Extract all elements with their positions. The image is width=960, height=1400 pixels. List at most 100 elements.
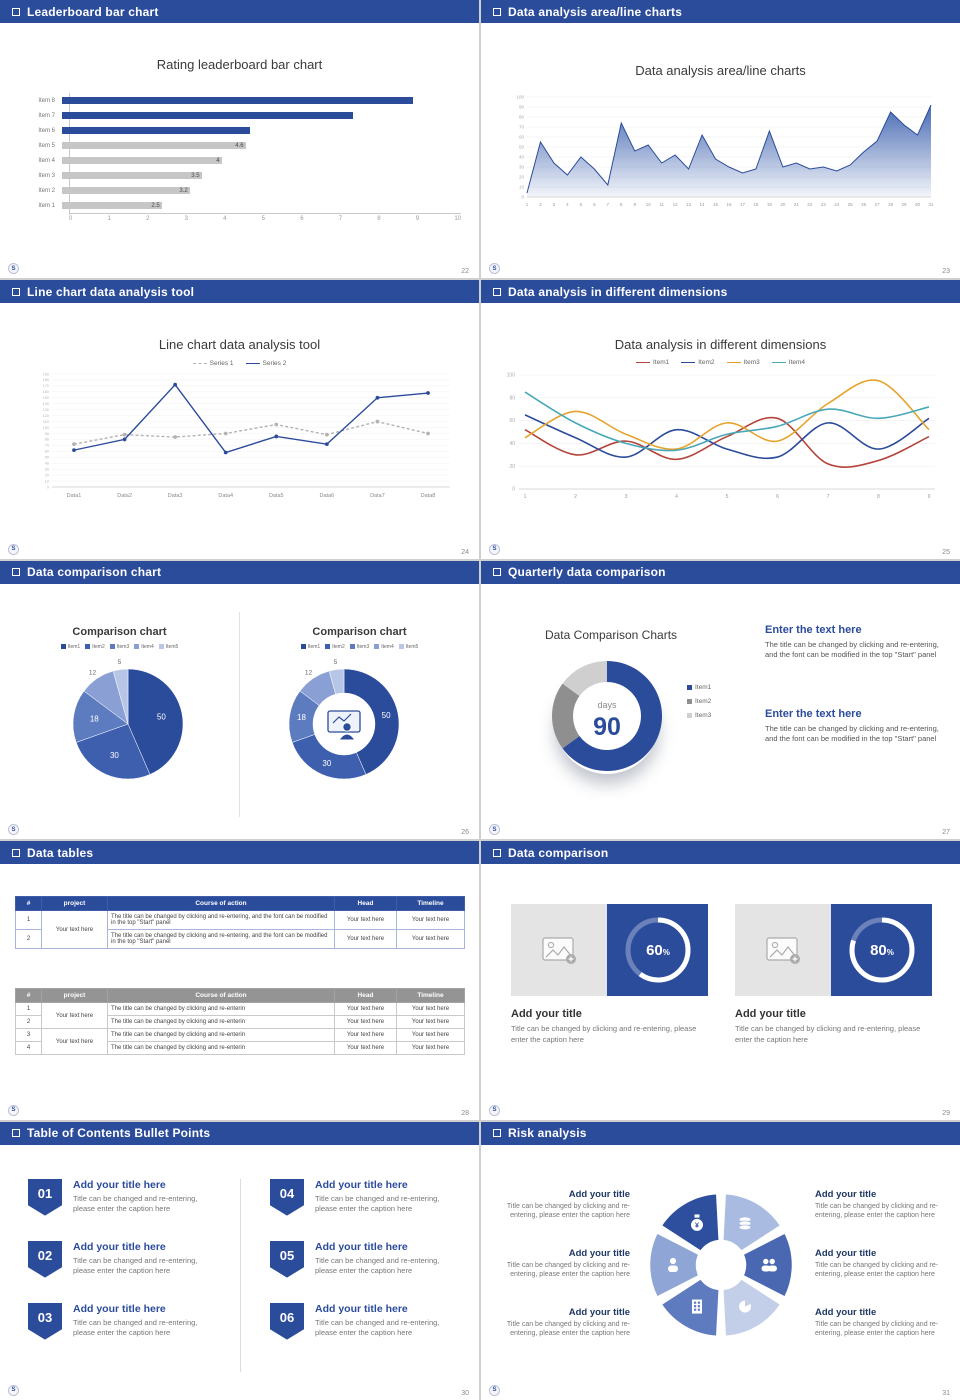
- toc-item: 02 Add your title here Title can be change…: [28, 1240, 233, 1278]
- risk-item-title: Add your title: [815, 1306, 877, 1318]
- slide-content: Comparison chart Comparison chart Item1 I…: [0, 584, 479, 839]
- chart-title: Data Comparison Charts: [544, 627, 678, 642]
- toc-item-title: Add your title here: [315, 1302, 408, 1315]
- toc-item: 01 Add your title here Title can be change…: [28, 1178, 233, 1216]
- header-square-icon: [12, 848, 20, 857]
- logo-badge: S: [8, 263, 19, 275]
- chart-legend: Item1 Item2 Item3 Item4: [481, 359, 960, 366]
- header-square-icon: [12, 7, 20, 16]
- svg-text:18: 18: [753, 202, 759, 207]
- toc-item-caption: Title can be changed and re-entering, pl…: [315, 1255, 440, 1275]
- svg-text:50: 50: [519, 145, 525, 150]
- x-tick-label: 8: [377, 216, 381, 222]
- svg-text:110: 110: [43, 420, 49, 424]
- risk-item-title: Add your title: [568, 1247, 630, 1259]
- multi-line-chart: 0 20 40 60 80 100 1 2 3 4 5 6 7 8 9: [493, 369, 945, 524]
- chart-legend: Series 1 Series 2: [0, 360, 479, 367]
- bar-track: 2.5: [62, 202, 461, 209]
- svg-text:0: 0: [47, 486, 49, 490]
- slide-header-title: Data analysis in different dimensions: [508, 284, 728, 299]
- slide-header: Quarterly data comparison: [481, 560, 960, 584]
- svg-text:60: 60: [519, 135, 525, 140]
- svg-text:90: 90: [519, 105, 525, 110]
- x-tick-label: 9: [415, 216, 420, 222]
- svg-text:90: 90: [45, 432, 49, 436]
- toc-number-badge: 03: [28, 1302, 62, 1340]
- bar: [62, 127, 250, 134]
- legend-label: Item4: [141, 643, 154, 650]
- legend-square: [85, 644, 91, 650]
- page-number: 22: [461, 268, 469, 276]
- toc-item-title: Add your title here: [73, 1302, 166, 1315]
- svg-text:26: 26: [861, 202, 867, 207]
- text-block-body: The title can be changed by clicking and…: [765, 639, 939, 660]
- svg-text:days: days: [597, 700, 617, 710]
- toc-text: Add your title here Title can be changed …: [73, 1241, 221, 1278]
- slide-header-title: Data comparison chart: [27, 565, 162, 580]
- svg-text:50: 50: [157, 712, 166, 721]
- svg-text:1: 1: [524, 494, 527, 500]
- svg-text:9: 9: [928, 494, 931, 500]
- comparison-card: 60% Add your title Title can be changed …: [511, 904, 708, 1045]
- bar: 3.2: [62, 187, 190, 194]
- svg-text:17: 17: [740, 202, 746, 207]
- svg-text:50: 50: [382, 711, 391, 720]
- slide-area-line-charts: Data analysis area/line charts Data anal…: [481, 0, 960, 279]
- table-row: 2 The title can be changed by clicking an…: [15, 1015, 465, 1030]
- legend-label: Item4: [788, 359, 806, 367]
- legend-item: Item4: [771, 359, 806, 367]
- slide-data-tables: Data tables # project Course of action Head…: [0, 841, 479, 1120]
- legend-item: Item2: [687, 698, 711, 705]
- column-header: Timeline: [396, 988, 465, 1004]
- donut-chart: 50 30 18 12 5: [278, 658, 410, 795]
- bar-category-label: Item 1: [38, 202, 55, 209]
- risk-item-caption: Title can be changed by clicking and re-…: [815, 1202, 939, 1220]
- svg-text:12: 12: [305, 669, 313, 676]
- svg-text:10: 10: [45, 480, 49, 484]
- svg-text:Data3: Data3: [168, 493, 183, 499]
- legend-item: Item2: [85, 644, 105, 650]
- line-swatch: [635, 362, 650, 364]
- svg-text:0: 0: [521, 195, 524, 200]
- logo-badge: S: [489, 263, 500, 275]
- bar-category-label: Item 7: [38, 112, 55, 119]
- legend-square: [687, 698, 692, 704]
- bar: [62, 112, 354, 119]
- slide-header: Leaderboard bar chart: [0, 0, 479, 23]
- chart-title: Line chart data analysis tool: [158, 337, 321, 353]
- legend-square: [687, 712, 692, 718]
- svg-text:19: 19: [767, 202, 773, 207]
- legend-square: [158, 644, 164, 650]
- logo-badge: S: [8, 1104, 19, 1116]
- legend-item: Item3: [726, 359, 760, 366]
- svg-text:30: 30: [915, 202, 921, 207]
- svg-text:22: 22: [807, 202, 813, 207]
- svg-text:Data2: Data2: [117, 493, 132, 499]
- slide-content: 60% Add your title Title can be changed …: [481, 864, 960, 1119]
- legend-label: Item2: [698, 359, 715, 367]
- toc-number-badge: 01: [28, 1178, 62, 1216]
- toc-number-badge: 02: [28, 1240, 62, 1278]
- page-number: 26: [461, 829, 469, 837]
- svg-text:140: 140: [43, 402, 49, 406]
- header-square-icon: [12, 287, 20, 296]
- slide-header: Data comparison chart: [0, 560, 479, 584]
- legend-label: Item4: [381, 643, 394, 650]
- svg-text:3: 3: [625, 494, 628, 500]
- slide-header-title: Line chart data analysis tool: [27, 284, 195, 299]
- slide-header: Table of Contents Bullet Points: [0, 1121, 479, 1145]
- x-tick-label: 6: [300, 216, 304, 222]
- page-number: 30: [461, 1389, 469, 1397]
- header-square-icon: [493, 7, 501, 16]
- image-placeholder-icon: [511, 904, 607, 997]
- slide-quarterly-data-comparison: Quarterly data comparison Data Compariso…: [481, 560, 960, 840]
- bar-category-label: Item 2: [38, 187, 55, 194]
- legend-item: Item1: [60, 644, 80, 650]
- svg-text:160: 160: [43, 391, 49, 395]
- toc-item-caption: Title can be changed and re-entering, pl…: [73, 1317, 198, 1337]
- legend-item: Item1: [300, 644, 320, 650]
- table-row: 3 Your text here The title can be changed …: [15, 1028, 465, 1056]
- svg-text:2: 2: [539, 202, 542, 207]
- slide-risk-analysis: Risk analysis ¥ Add your title Title can …: [481, 1121, 960, 1400]
- logo-badge: S: [489, 543, 500, 555]
